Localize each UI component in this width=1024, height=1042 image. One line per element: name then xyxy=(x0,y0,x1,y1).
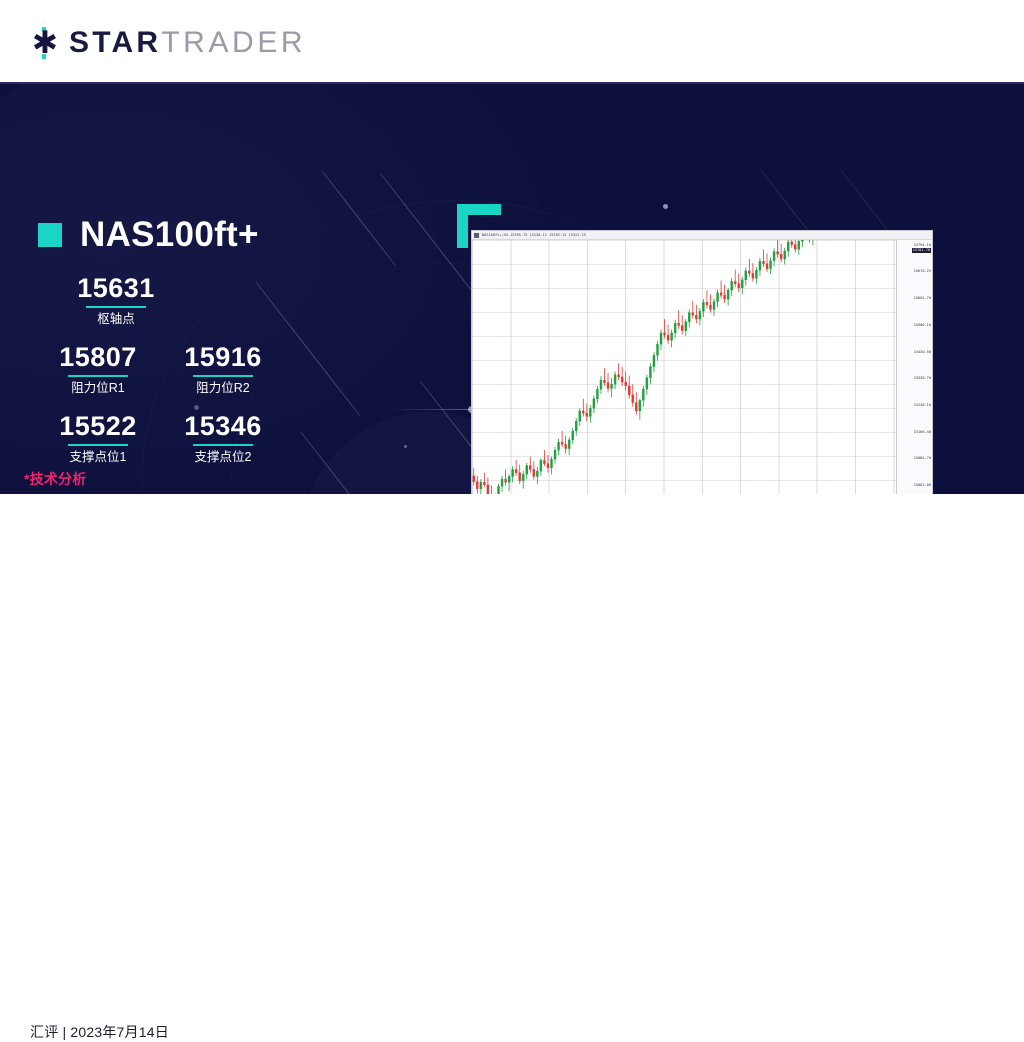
resistance-row: 15807 阻力位R1 15916 阻力位R2 xyxy=(38,341,298,396)
level-underline xyxy=(86,306,146,308)
title-bullet-square xyxy=(38,223,62,247)
level-underline xyxy=(68,375,128,377)
current-price-tag: 15781.70 xyxy=(911,248,931,254)
price-tick: 15794.10 xyxy=(913,242,931,247)
price-axis: 15794.10 15670.25 15602.70 15500.10 15420.50… xyxy=(896,240,932,494)
chart-symbol-icon xyxy=(474,232,479,238)
level-pivot: 15631 枢轴点 xyxy=(56,272,176,327)
price-tick: 15500.10 xyxy=(913,322,931,327)
background-line xyxy=(390,409,476,410)
brand-wordmark: STAR TRADER xyxy=(69,26,306,60)
level-r1: 15807 阻力位R1 xyxy=(38,341,158,396)
brand-name-bold: STAR xyxy=(69,26,162,59)
price-tick: 15420.50 xyxy=(913,349,931,354)
price-tick: 15003.00 xyxy=(913,482,931,487)
level-s2-label: 支撑点位2 xyxy=(194,450,252,464)
pivot-levels: 15631 枢轴点 15807 阻力位R1 15916 阻力位R2 15522 … xyxy=(38,272,298,465)
level-underline xyxy=(193,444,253,446)
level-s2-value: 15346 xyxy=(184,411,262,441)
level-underline xyxy=(193,375,253,377)
price-tick: 15166.40 xyxy=(913,429,931,434)
page-header: ✱ STAR TRADER xyxy=(0,0,1024,82)
level-underline xyxy=(68,444,128,446)
analysis-heading: *技术分析 xyxy=(24,471,87,487)
price-tick: 15330.70 xyxy=(913,376,931,381)
logo-dot-bottom xyxy=(42,54,46,59)
candlestick-series xyxy=(472,240,814,494)
price-tick: 15084.70 xyxy=(913,456,931,461)
level-r1-value: 15807 xyxy=(59,342,137,372)
level-s1: 15522 支撑点位1 xyxy=(38,410,158,465)
brand-logo: ✱ STAR TRADER xyxy=(30,26,306,60)
logo-dot-top xyxy=(42,27,46,32)
technical-analysis: *技术分析 多头持仓在枢轴点以上，目标位为阻力位R1及阻力位R2。 若低于枢轴点… xyxy=(24,469,424,494)
level-pivot-label: 枢轴点 xyxy=(97,312,135,326)
logo-star-glyph: ✱ xyxy=(32,25,58,61)
background-dot xyxy=(404,445,407,448)
level-s2: 15346 支撑点位2 xyxy=(158,410,288,465)
instrument-title-row: NAS100ft+ xyxy=(38,215,259,255)
price-tick: 15602.70 xyxy=(913,296,931,301)
star-asterisk-icon: ✱ xyxy=(30,27,60,59)
brand-name-light: TRADER xyxy=(161,26,307,59)
panel-top-divider xyxy=(0,82,1024,84)
candlestick-chart[interactable]: NAS100ft+,H4 15395.75 15138.11 15392.12 … xyxy=(471,230,933,494)
price-tick: 15670.25 xyxy=(913,269,931,274)
corner-bracket-top-left xyxy=(457,204,501,248)
chart-title-text: NAS100ft+,H4 15395.75 15138.11 15392.12 … xyxy=(482,233,586,237)
main-panel: NAS100ft+ 15631 枢轴点 15807 阻力位R1 15916 阻力… xyxy=(0,82,1024,494)
level-r2-label: 阻力位R2 xyxy=(196,381,250,395)
level-s1-label: 支撑点位1 xyxy=(69,450,127,464)
background-dot xyxy=(194,405,199,410)
footer-caption: 汇评 | 2023年7月14日 xyxy=(30,1024,169,1040)
page-title: NAS100ft+ xyxy=(80,215,259,254)
level-pivot-value: 15631 xyxy=(77,273,155,303)
chart-plot-area[interactable] xyxy=(472,240,896,494)
page-footer: 汇评 | 2023年7月14日 xyxy=(0,494,1024,1040)
level-r2: 15916 阻力位R2 xyxy=(158,341,288,396)
chart-title-bar: NAS100ft+,H4 15395.75 15138.11 15392.12 … xyxy=(472,231,932,240)
level-r1-label: 阻力位R1 xyxy=(71,381,125,395)
price-tick: 15248.10 xyxy=(913,402,931,407)
pivot-row: 15631 枢轴点 xyxy=(38,272,298,327)
support-row: 15522 支撑点位1 15346 支撑点位2 xyxy=(38,410,298,465)
level-r2-value: 15916 xyxy=(184,342,262,372)
background-dot xyxy=(663,204,668,209)
level-s1-value: 15522 xyxy=(59,411,137,441)
